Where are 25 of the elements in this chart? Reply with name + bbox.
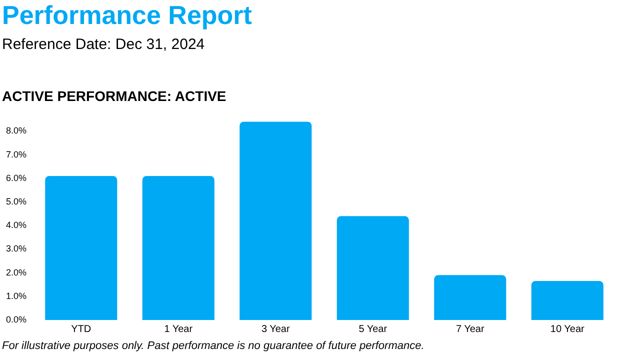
bar bbox=[45, 176, 118, 320]
y-tick-label: 2.0% bbox=[6, 267, 27, 278]
x-tick-label: 7 Year bbox=[456, 324, 485, 335]
x-tick-label: 5 Year bbox=[358, 324, 388, 335]
bar bbox=[434, 275, 506, 320]
y-tick-label: 3.0% bbox=[6, 244, 27, 254]
x-tick-label: 3 Year bbox=[261, 324, 290, 335]
bar bbox=[336, 216, 409, 320]
chart-title: ACTIVE PERFORMANCE: ACTIVE bbox=[2, 88, 226, 104]
text: Performance Report bbox=[2, 0, 252, 31]
y-tick-label: 4.0% bbox=[6, 220, 27, 230]
bar bbox=[142, 176, 214, 320]
y-tick-label: 7.0% bbox=[6, 149, 27, 160]
bar bbox=[531, 281, 604, 320]
text: For illustrative purposes only. Past performance is no guarantee of future performance. bbox=[2, 340, 424, 352]
chart-subtitle: Reference Date: Dec 31, 2024 bbox=[2, 36, 205, 53]
x-tick-label: 10 Year bbox=[550, 324, 586, 335]
y-tick-label: 1.0% bbox=[6, 290, 27, 301]
y-tick-label: 6.0% bbox=[6, 172, 27, 183]
bar bbox=[240, 122, 312, 320]
y-tick-label: 0.0% bbox=[6, 314, 27, 324]
x-tick-label: YTD bbox=[71, 324, 92, 335]
y-tick-label: 5.0% bbox=[6, 196, 27, 206]
y-tick-label: 8.0% bbox=[6, 126, 27, 136]
x-tick-label: 1 Year bbox=[164, 324, 194, 335]
